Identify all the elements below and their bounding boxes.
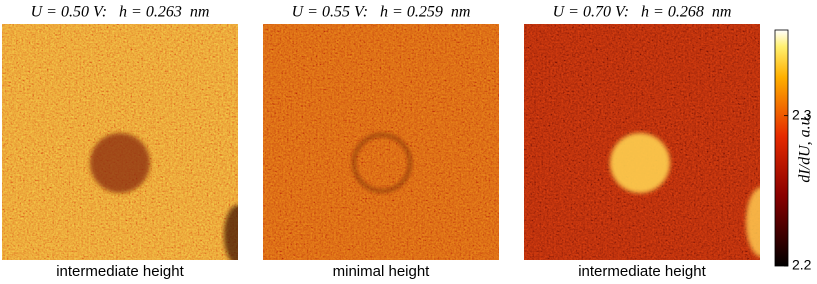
- panel-caption: intermediate height: [56, 263, 184, 280]
- image-panel: [2, 24, 238, 260]
- tick-label: 2.2: [792, 257, 812, 273]
- panel-title: U = 0.55 V: h = 0.259 nm: [292, 4, 471, 21]
- panel-title: U = 0.70 V: h = 0.268 nm: [553, 4, 732, 21]
- colorbar: [774, 29, 789, 267]
- panel-caption: intermediate height: [578, 263, 706, 280]
- image-panel: [263, 24, 499, 260]
- image-panel: [524, 24, 760, 260]
- panel-texts: U = 0.50 V: h = 0.263 nm intermediate hei…: [31, 4, 732, 280]
- panel-title: U = 0.50 V: h = 0.263 nm: [31, 4, 210, 21]
- panel-caption: minimal height: [333, 263, 431, 280]
- tick-label: 2.3: [792, 106, 812, 122]
- colorbar-label: dI/dU, a.u.: [797, 113, 814, 182]
